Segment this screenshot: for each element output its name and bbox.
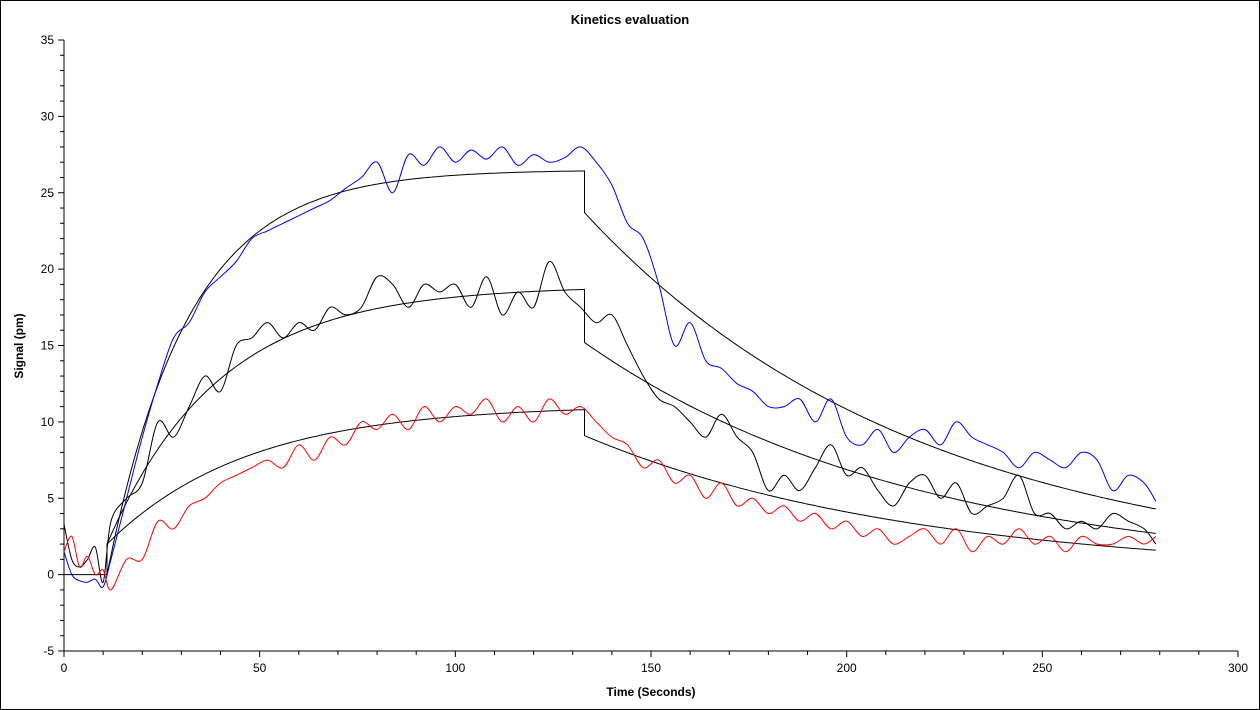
- y-tick-label: -5: [43, 644, 54, 658]
- y-tick-label: 10: [41, 415, 55, 429]
- x-axis-label: Time (Seconds): [606, 685, 695, 699]
- red-fit-curve: [106, 409, 1156, 575]
- y-tick-label: 20: [41, 262, 55, 276]
- x-tick-label: 0: [61, 661, 68, 675]
- y-axis-label: Signal (pm): [12, 313, 26, 378]
- series-black-line: [63, 260, 1157, 583]
- x-tick-label: 100: [445, 661, 465, 675]
- y-tick-label: 30: [41, 109, 55, 123]
- black-fit-curve: [106, 288, 1156, 575]
- data-series: [63, 146, 1157, 591]
- fit-curves: [64, 170, 1156, 576]
- y-tick-label: 15: [41, 339, 55, 353]
- y-tick-label: 35: [41, 33, 55, 47]
- y-tick-label: 25: [41, 186, 55, 200]
- x-tick-label: 50: [253, 661, 267, 675]
- series-red-line: [63, 398, 1157, 591]
- axes: -5 0 5 10 15 20 25 30 35 0 50 100 150 200 250 300: [41, 33, 1249, 675]
- y-tick-label: 0: [47, 568, 54, 582]
- chart-title: Kinetics evaluation: [571, 12, 690, 27]
- x-tick-label: 150: [641, 661, 661, 675]
- x-tick-label: 250: [1032, 661, 1052, 675]
- blue-fit-curve: [106, 170, 1156, 575]
- y-tick-label: 5: [47, 491, 54, 505]
- x-tick-label: 200: [837, 661, 857, 675]
- series-blue-line: [63, 146, 1157, 588]
- x-tick-label: 300: [1228, 661, 1248, 675]
